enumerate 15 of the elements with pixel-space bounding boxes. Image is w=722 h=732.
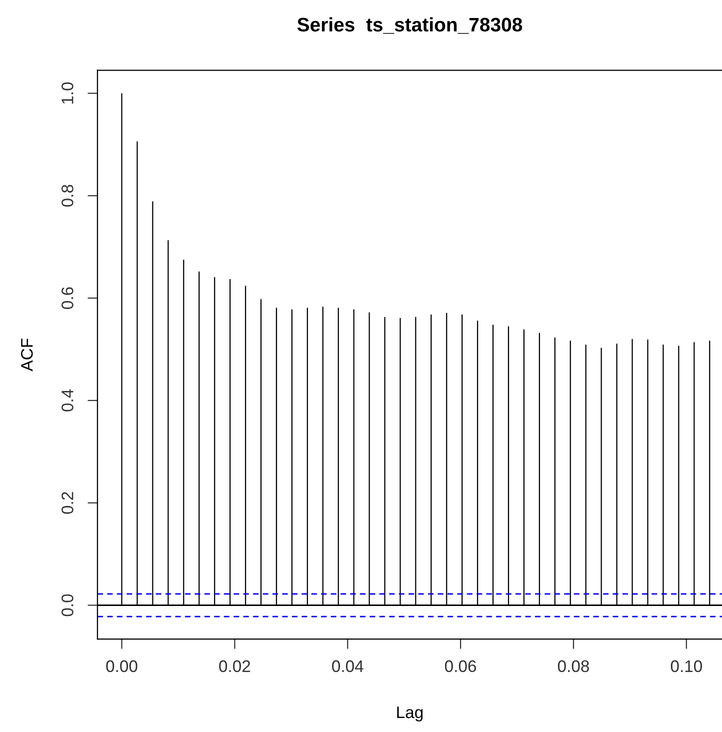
y-tick-label: 1.0 xyxy=(62,82,74,104)
y-tick-label: 0.6 xyxy=(62,287,74,310)
x-tick-label: 0.04 xyxy=(332,660,364,672)
y-tick-label: 0.8 xyxy=(62,184,74,207)
x-tick-label: 0.08 xyxy=(558,660,589,672)
y-tick-label: 0.2 xyxy=(62,492,74,514)
x-tick-label: 0.06 xyxy=(444,660,476,672)
y-axis-title: ACF xyxy=(21,338,33,372)
x-tick-label: 0.10 xyxy=(670,660,702,672)
x-tick-label: 0.00 xyxy=(106,660,138,672)
x-tick-label: 0.02 xyxy=(219,660,250,672)
y-tick-label: 0.0 xyxy=(62,594,74,616)
y-tick-label: 0.4 xyxy=(62,389,74,412)
x-axis-title: Lag xyxy=(397,706,423,722)
chart-title: Series ts_station_78308 xyxy=(297,17,522,34)
